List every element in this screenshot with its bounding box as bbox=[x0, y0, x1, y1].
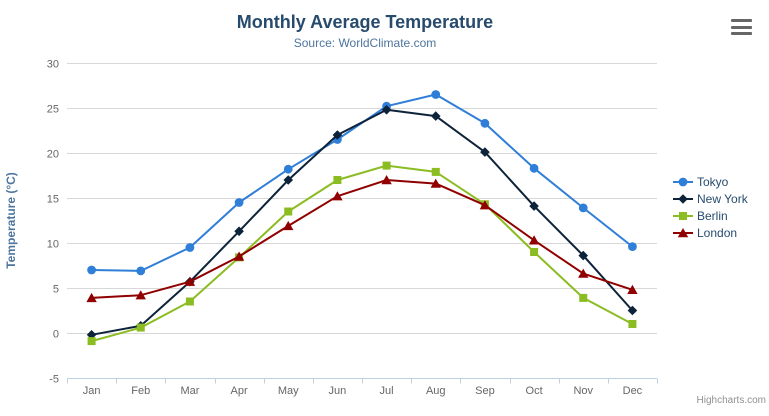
data-point-tokyo-Dec[interactable] bbox=[628, 242, 637, 252]
data-point-new-york-Apr[interactable] bbox=[234, 226, 244, 237]
legend-marker-square-icon bbox=[673, 211, 693, 220]
hamburger-menu-icon bbox=[731, 19, 752, 22]
data-point-london-Mar[interactable] bbox=[184, 276, 196, 286]
data-point-new-york-May[interactable] bbox=[283, 175, 294, 185]
data-point-london-Dec[interactable] bbox=[627, 284, 638, 294]
chart-title: Monthly Average Temperature bbox=[236, 12, 494, 32]
data-point-tokyo-Feb[interactable] bbox=[136, 266, 146, 276]
data-point-berlin-Feb[interactable] bbox=[136, 323, 145, 332]
data-point-tokyo-Mar[interactable] bbox=[185, 243, 195, 252]
x-axis-label: Jul bbox=[380, 385, 394, 397]
data-point-berlin-Dec[interactable] bbox=[628, 320, 637, 328]
data-point-london-Oct[interactable] bbox=[528, 235, 540, 245]
x-axis-label: Nov bbox=[573, 385, 593, 397]
data-point-tokyo-Aug[interactable] bbox=[431, 90, 441, 99]
data-point-london-Feb[interactable] bbox=[135, 290, 146, 300]
data-point-berlin-Jul[interactable] bbox=[382, 161, 391, 170]
y-axis-label: 20 bbox=[47, 149, 59, 161]
data-point-london-Nov[interactable] bbox=[578, 268, 589, 278]
chart-subtitle: Source: WorldClimate.com bbox=[293, 36, 437, 50]
legend-marker-diamond-icon bbox=[673, 193, 693, 204]
x-axis-label: Aug bbox=[426, 385, 446, 397]
y-axis-label: -5 bbox=[49, 374, 59, 386]
x-axis-label: Dec bbox=[623, 385, 643, 397]
legend-label: Berlin bbox=[697, 208, 728, 223]
data-point-berlin-May[interactable] bbox=[284, 207, 293, 216]
x-axis-label: Oct bbox=[526, 385, 543, 397]
data-point-tokyo-Oct[interactable] bbox=[529, 163, 539, 173]
x-axis-label: Jun bbox=[329, 385, 347, 397]
x-axis-label: Apr bbox=[231, 385, 248, 397]
tokyo-line bbox=[90, 93, 634, 272]
data-point-berlin-Mar[interactable] bbox=[185, 297, 194, 306]
y-axis-label: 30 bbox=[47, 59, 59, 71]
data-point-tokyo-Sep[interactable] bbox=[480, 118, 490, 128]
y-axis-label: 0 bbox=[53, 329, 59, 341]
x-axis-label: Sep bbox=[475, 385, 495, 397]
london-line bbox=[90, 179, 634, 299]
data-point-london-May[interactable] bbox=[283, 220, 294, 231]
data-point-london-Sep[interactable] bbox=[479, 200, 491, 210]
legend-marker-circle-icon bbox=[673, 177, 693, 186]
data-point-london-Jun[interactable] bbox=[332, 191, 343, 201]
x-axis-label: Feb bbox=[131, 385, 150, 397]
data-point-berlin-Oct[interactable] bbox=[530, 248, 539, 256]
legend-label: Tokyo bbox=[697, 174, 729, 189]
data-point-new-york-Aug[interactable] bbox=[430, 111, 441, 121]
berlin-line bbox=[90, 164, 634, 343]
legend-label: New York bbox=[697, 191, 748, 206]
data-point-new-york-Dec[interactable] bbox=[627, 305, 638, 316]
data-point-berlin-Jun[interactable] bbox=[333, 176, 342, 184]
data-point-new-york-Jun[interactable] bbox=[332, 130, 343, 140]
x-axis-label: May bbox=[278, 385, 299, 397]
legend-item-new-york[interactable]: New York bbox=[673, 191, 748, 206]
data-point-tokyo-May[interactable] bbox=[283, 164, 293, 174]
data-point-berlin-Jan[interactable] bbox=[87, 337, 96, 346]
hamburger-menu-icon bbox=[731, 32, 752, 35]
legend-marker-triangle-icon bbox=[673, 227, 693, 237]
data-point-berlin-Nov[interactable] bbox=[579, 293, 588, 302]
new-york-line bbox=[90, 108, 634, 336]
y-axis-label: 25 bbox=[47, 104, 59, 116]
data-point-london-Aug[interactable] bbox=[430, 178, 441, 188]
data-point-tokyo-Jan[interactable] bbox=[87, 265, 96, 275]
hamburger-menu-icon bbox=[731, 25, 752, 29]
legend: Tokyo New York Berlin London bbox=[673, 175, 748, 243]
legend-label: London bbox=[697, 225, 738, 240]
data-point-new-york-Oct[interactable] bbox=[529, 201, 539, 211]
data-point-london-Jul[interactable] bbox=[381, 175, 392, 185]
legend-item-tokyo[interactable]: Tokyo bbox=[673, 174, 748, 189]
data-point-new-york-Nov[interactable] bbox=[578, 250, 589, 261]
data-point-tokyo-Apr[interactable] bbox=[234, 198, 244, 207]
y-axis-label: 5 bbox=[53, 284, 59, 296]
export-menu-button[interactable] bbox=[731, 19, 753, 35]
x-axis-label: Jan bbox=[83, 385, 101, 397]
data-point-new-york-Jan[interactable] bbox=[86, 330, 97, 340]
legend-item-berlin[interactable]: Berlin bbox=[673, 208, 748, 223]
data-point-berlin-Aug[interactable] bbox=[431, 167, 440, 176]
y-axis-label: 10 bbox=[47, 239, 59, 251]
data-point-new-york-Sep[interactable] bbox=[480, 147, 490, 157]
data-point-tokyo-Nov[interactable] bbox=[578, 203, 588, 213]
data-point-new-york-Jul[interactable] bbox=[381, 105, 392, 115]
x-axis-label: Mar bbox=[180, 385, 199, 397]
legend-item-london[interactable]: London bbox=[673, 225, 748, 240]
highcharts-credit[interactable]: Highcharts.com bbox=[696, 395, 766, 406]
y-axis-title: Temperature (°C) bbox=[4, 172, 18, 269]
data-point-london-Jan[interactable] bbox=[86, 292, 97, 303]
y-axis-label: 15 bbox=[47, 194, 59, 206]
data-point-london-Apr[interactable] bbox=[233, 251, 245, 261]
